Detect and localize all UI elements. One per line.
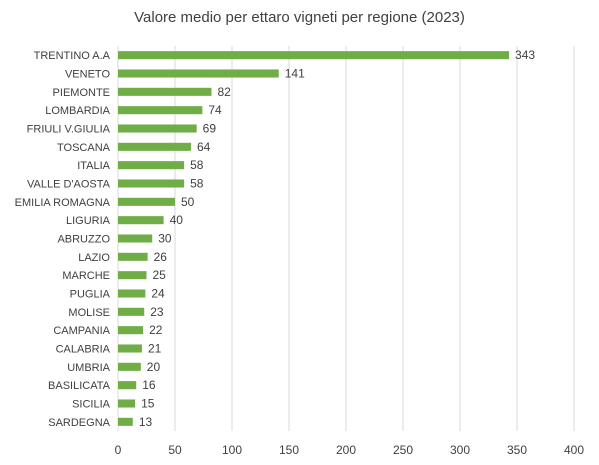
bar [118, 307, 145, 316]
category-label: LIGURIA [66, 215, 111, 227]
x-tick-label: 150 [279, 443, 299, 457]
x-tick-label: 50 [168, 443, 182, 457]
data-label: 69 [203, 122, 217, 136]
bar [118, 142, 191, 151]
category-label: ABRUZZO [57, 234, 110, 246]
x-tick-label: 100 [222, 443, 242, 457]
category-label: ITALIA [77, 160, 110, 172]
category-label: VALLE D'AOSTA [27, 179, 111, 191]
bar [118, 69, 279, 78]
category-label: PIEMONTE [53, 87, 110, 99]
data-label: 23 [150, 305, 164, 319]
category-label: MARCHE [62, 270, 110, 282]
category-label: SARDEGNA [48, 417, 110, 429]
data-label: 13 [139, 415, 153, 429]
bar [118, 271, 147, 280]
bar [118, 381, 137, 390]
bar [118, 197, 175, 206]
category-label: PUGLIA [70, 289, 111, 301]
category-label: MOLISE [68, 307, 110, 319]
bar [118, 417, 133, 426]
category-label: VENETO [65, 69, 110, 81]
bar [118, 51, 510, 60]
bar [118, 362, 141, 371]
category-label: BASILICATA [48, 380, 111, 392]
data-label: 50 [181, 195, 195, 209]
category-label: LAZIO [78, 252, 110, 264]
category-label: LOMBARDIA [45, 105, 110, 117]
data-label: 25 [153, 268, 167, 282]
x-tick-label: 400 [564, 443, 584, 457]
bar [118, 326, 144, 335]
data-label: 82 [217, 85, 231, 99]
data-label: 74 [208, 103, 222, 117]
chart-title: Valore medio per ettaro vigneti per regi… [134, 9, 465, 26]
bar [118, 344, 142, 353]
data-label: 20 [147, 360, 161, 374]
category-label: TOSCANA [57, 142, 111, 154]
bar [118, 399, 136, 408]
data-label: 16 [142, 378, 156, 392]
data-label: 21 [148, 342, 162, 356]
bar [118, 179, 185, 188]
bar [118, 289, 146, 298]
category-label: TRENTINO A.A [34, 50, 111, 62]
x-tick-label: 0 [115, 443, 122, 457]
category-label: CALABRIA [56, 344, 111, 356]
data-label: 58 [190, 177, 204, 191]
x-tick-label: 250 [393, 443, 413, 457]
data-label: 26 [154, 250, 168, 264]
data-label: 343 [515, 48, 535, 62]
x-tick-label: 200 [336, 443, 356, 457]
category-label: FRIULI V.GIULIA [27, 124, 111, 136]
data-label: 24 [151, 287, 165, 301]
category-label: SICILIA [72, 399, 111, 411]
bar [118, 216, 164, 225]
data-label: 15 [141, 397, 155, 411]
data-label: 64 [197, 140, 211, 154]
bar [118, 106, 203, 115]
x-tick-label: 300 [450, 443, 470, 457]
category-label: UMBRIA [67, 362, 110, 374]
category-label: CAMPANIA [53, 325, 110, 337]
bar [118, 87, 212, 96]
data-label: 40 [170, 213, 184, 227]
data-label: 58 [190, 158, 204, 172]
data-label: 141 [285, 67, 305, 81]
x-tick-label: 350 [507, 443, 527, 457]
bar [118, 234, 153, 243]
data-label: 22 [149, 323, 163, 337]
bar [118, 124, 197, 133]
category-label: EMILIA ROMAGNA [15, 197, 111, 209]
bar [118, 252, 148, 261]
bar [118, 161, 185, 170]
data-label: 30 [158, 232, 172, 246]
